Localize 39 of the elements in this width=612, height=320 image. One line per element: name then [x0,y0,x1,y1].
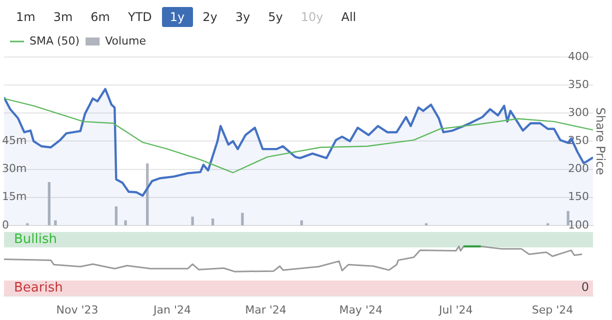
x-tick-label: Nov '23 [56,303,98,316]
band-label: Bullish [14,232,58,248]
y2-tick-label: 30m [2,162,27,176]
y2-tick-label: 15m [2,190,27,204]
y-tick-label: 300 [568,106,589,119]
text: 1m [8,7,44,27]
bar [241,212,244,226]
bar [48,182,51,226]
text: YTD [120,7,160,27]
x-tick-label: Mar '24 [245,303,286,316]
legend-label: Volume [105,34,146,48]
text: 6m [82,7,118,27]
text: 3m [45,7,81,27]
bar [566,211,570,226]
annotation: 0 [581,280,589,294]
y-tick-label: 100 [568,218,589,232]
band-label: Bearish [14,280,63,296]
text: 1y [162,7,193,27]
text: All [333,7,364,27]
y-tick-label: 150 [568,190,589,204]
text: 10y [292,7,332,27]
x-tick-label: Sep '24 [532,303,574,316]
bar [191,216,194,226]
y2-tick-label: 45m [2,134,27,148]
bar [124,220,127,226]
y-tick-label: 400 [568,50,589,63]
bar [54,220,57,226]
y-axis-title: Share Price [594,107,608,176]
y-tick-label: 200 [568,162,589,176]
text: 5y [260,7,291,27]
bar [114,206,118,226]
y2-tick-label: 0 [2,218,9,232]
x-tick-label: Jan '24 [152,303,192,316]
x-tick-label: Jul '24 [438,303,473,316]
y-tick-label: 350 [568,78,589,91]
x-tick-label: May '24 [339,303,382,316]
legend-label: SMA (50) [30,34,80,48]
text: 2y [194,7,226,27]
text: 3y [227,7,258,27]
